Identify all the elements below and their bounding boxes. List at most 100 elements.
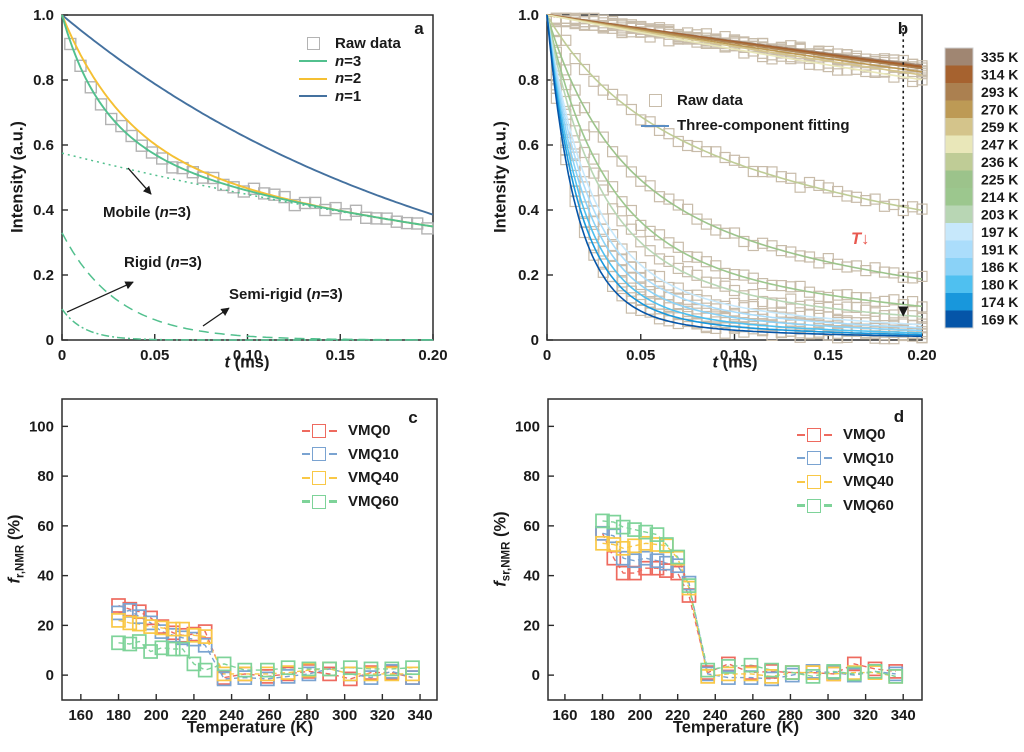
VMQ40-marker: [595, 535, 610, 551]
vmq60-marker-icon: [312, 494, 326, 509]
panel-d-y-axis-label: fsr,NMR (%): [491, 511, 513, 587]
colorbar-label: 191 K: [981, 241, 1018, 257]
legend-label: n=1: [335, 87, 362, 105]
colorbar-swatch: [945, 100, 973, 118]
raw-data-marker: [785, 319, 797, 331]
raw-data-marker: [588, 153, 600, 165]
colorbar-border: [944, 47, 974, 329]
VMQ0-marker: [615, 565, 631, 581]
raw-data-marker: [672, 262, 684, 274]
raw-data-marker: [349, 204, 363, 218]
panel-a-y-axis-label: Intensity (a.u.): [8, 121, 27, 233]
raw-data-marker: [616, 215, 628, 227]
panel-a-letter: a: [414, 19, 424, 38]
legend-item-vmq40: VMQ40: [297, 466, 399, 490]
panel-b-y-tick-label: 0.2: [518, 267, 539, 284]
legend-label: n=3: [335, 52, 362, 70]
panel-c-x-tick-label: 320: [370, 707, 395, 724]
raw-data-marker: [635, 304, 647, 316]
curve-n3-fit: [61, 14, 434, 228]
curve-n1-fit: [61, 14, 434, 216]
raw-data-marker: [738, 156, 750, 168]
legend-label: VMQ40: [348, 469, 399, 487]
raw-data-marker: [822, 182, 834, 194]
VMQ60-marker: [322, 661, 337, 677]
VMQ40-marker: [615, 540, 631, 556]
colorbar-swatch: [945, 83, 973, 101]
colorbar-label: 174 K: [981, 294, 1018, 310]
raw-data-marker: [822, 253, 834, 265]
panel-d-y-tick-label: 80: [523, 468, 540, 485]
VMQ60-marker: [784, 665, 800, 680]
raw-data-marker: [681, 203, 694, 215]
colorbar-swatch: [945, 118, 973, 136]
fit-curve-180 K: [546, 14, 922, 334]
VMQ60-marker: [659, 537, 674, 552]
colorbar-label: 247 K: [981, 136, 1018, 152]
panel-d-frame: [547, 398, 923, 701]
panel-b-x-tick-label: 0: [543, 347, 551, 364]
panel-d-x-tick-label: 200: [628, 707, 653, 724]
raw-data-marker: [710, 146, 722, 158]
raw-data-marker: [597, 131, 609, 143]
raw-data-marker: [785, 281, 797, 293]
raw-data-marker: [822, 291, 834, 304]
raw-data-marker: [700, 276, 713, 288]
VMQ60-marker: [143, 644, 158, 659]
VMQ10-marker: [197, 637, 213, 653]
panel-c-x-tick-label: 340: [408, 707, 433, 724]
VMQ40-marker: [649, 537, 665, 552]
panel-d-y-tick-label: 100: [515, 418, 540, 435]
VMQ10-marker: [175, 630, 190, 646]
raw-data-marker: [691, 294, 703, 306]
legend-item-n3: n=3: [296, 53, 401, 71]
panel-a-y-tick-label: 0: [46, 332, 54, 349]
raw-data-marker: [906, 201, 919, 213]
raw-data-marker: [869, 193, 881, 205]
panel-b-x-tick-label: 0.20: [907, 347, 936, 364]
raw-data-marker: [104, 112, 118, 126]
panel-b-x-axis-label: t (ms): [712, 353, 758, 372]
VMQ0-marker: [659, 563, 674, 578]
legend-label: VMQ10: [843, 449, 894, 467]
raw-data-marker: [785, 293, 797, 305]
fit-curve-169 K: [546, 14, 922, 338]
fit-curve-214 K: [546, 14, 923, 308]
legend-label: VMQ60: [348, 493, 399, 511]
legend-label: Raw data: [677, 92, 743, 109]
fit-curve-197 K: [546, 14, 923, 326]
panel-b-letter: b: [897, 19, 909, 38]
colorbar-swatch: [945, 65, 973, 83]
colorbar-label: 197 K: [981, 224, 1018, 240]
panel-d-y-tick-label: 20: [523, 617, 540, 634]
raw-data-marker: [125, 129, 138, 143]
VMQ40-marker: [131, 616, 147, 632]
VMQ0-marker: [670, 565, 686, 581]
colorbar-label: 314 K: [981, 66, 1018, 82]
colorbar-swatch: [945, 48, 973, 66]
raw-data-marker: [785, 172, 797, 184]
panel-b-x-tick-label: 0.05: [626, 347, 655, 364]
fit-curve-236 K: [546, 14, 923, 212]
VMQ60-marker: [237, 662, 253, 678]
VMQ0-line: [601, 533, 896, 675]
fit-curve-186 K: [546, 14, 923, 332]
raw-data-marker: [916, 312, 928, 324]
panel-a-x-tick-label: 0: [58, 347, 66, 364]
fit-curve-247 K: [546, 14, 923, 81]
raw-data-marker: [663, 302, 675, 314]
panel-a-x-tick-label: 0.10: [233, 347, 262, 364]
legend-item-vmq0: VMQ0: [792, 423, 894, 447]
VMQ60-marker: [867, 664, 883, 679]
colorbar-swatch: [945, 135, 973, 153]
raw-data-marker: [813, 309, 825, 321]
legend-label: VMQ60: [843, 497, 894, 515]
panel-d-y-tick-label: 60: [523, 518, 540, 535]
panel-c-x-tick-label: 260: [257, 707, 282, 724]
VMQ60-marker: [606, 514, 622, 530]
panel-b-y-tick-label: 0.6: [518, 137, 539, 154]
panel-d-x-axis-label: Temperature (K): [672, 718, 800, 737]
raw-data-marker: [653, 270, 666, 283]
raw-data-marker: [550, 14, 563, 26]
panel-c-x-tick-label: 200: [144, 707, 169, 724]
